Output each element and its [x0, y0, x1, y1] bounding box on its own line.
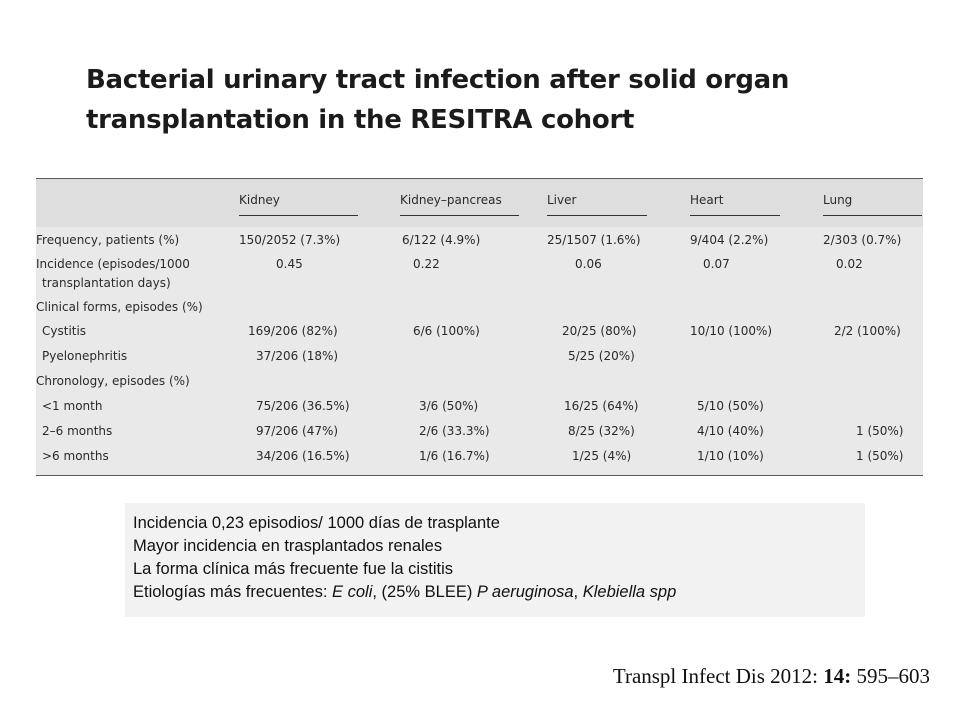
col-head-heart: Heart [690, 193, 780, 216]
table-cell: 5/25 (20%) [568, 349, 635, 363]
table-cell: 37/206 (18%) [256, 349, 339, 363]
etiology-prefix: Etiologías más frecuentes: [133, 583, 333, 601]
table-cell: 169/206 (82%) [248, 324, 338, 338]
section-label: Chronology, episodes (%) [36, 374, 190, 388]
table-row: Clinical forms, episodes (%) [36, 300, 923, 326]
table-row: Frequency, patients (%) 150/2052 (7.3%) … [36, 233, 923, 259]
row-label: Incidence (episodes/1000 [36, 257, 190, 271]
table-cell: 75/206 (36.5%) [256, 399, 350, 413]
table-row: >6 months 34/206 (16.5%) 1/6 (16.7%) 1/2… [36, 449, 923, 475]
table-cell: 0.07 [703, 257, 730, 271]
table-cell: 2/303 (0.7%) [823, 233, 902, 247]
slide-title: Bacterial urinary tract infection after … [86, 60, 886, 140]
table-cell: 97/206 (47%) [256, 424, 339, 438]
row-label: 2–6 months [42, 424, 113, 438]
col-head-kidney-pancreas: Kidney–pancreas [400, 193, 519, 216]
table-row: 2–6 months 97/206 (47%) 2/6 (33.3%) 8/25… [36, 424, 923, 450]
table-cell: 1 (50%) [856, 449, 904, 463]
table-row: Pyelonephritis 37/206 (18%) 5/25 (20%) [36, 349, 923, 375]
title-line-2: transplantation in the RESITRA cohort [86, 105, 635, 135]
row-label: >6 months [42, 449, 109, 463]
table-row: <1 month 75/206 (36.5%) 3/6 (50%) 16/25 … [36, 399, 923, 425]
table-cell: 0.02 [836, 257, 863, 271]
results-table: Kidney Kidney–pancreas Liver Heart Lung … [36, 178, 923, 476]
table-cell: 2/6 (33.3%) [419, 424, 490, 438]
table-row: Incidence (episodes/1000 transplantation… [36, 257, 923, 297]
section-label: Clinical forms, episodes (%) [36, 300, 203, 314]
table-cell: 3/6 (50%) [419, 399, 479, 413]
col-head-liver: Liver [547, 193, 647, 216]
summary-line-etiology: Etiologías más frecuentes: E coli, (25% … [133, 581, 676, 604]
table-cell: 1/25 (4%) [572, 449, 632, 463]
table-row: Chronology, episodes (%) [36, 374, 923, 400]
etiology-sep: , [573, 583, 583, 601]
table-cell: 150/2052 (7.3%) [239, 233, 341, 247]
table-header: Kidney Kidney–pancreas Liver Heart Lung [36, 179, 923, 227]
table-cell: 0.45 [276, 257, 303, 271]
table-cell: 34/206 (16.5%) [256, 449, 350, 463]
citation-journal: Transpl Infect Dis 2012: [612, 664, 824, 688]
table-cell: 0.06 [575, 257, 602, 271]
table-cell: 9/404 (2.2%) [690, 233, 769, 247]
table-cell: 6/122 (4.9%) [402, 233, 481, 247]
citation-pages: 595–603 [851, 664, 931, 688]
col-head-kidney: Kidney [239, 193, 358, 216]
summary-line-cystitis: La forma clínica más frecuente fue la ci… [133, 560, 454, 578]
table-cell: 25/1507 (1.6%) [547, 233, 641, 247]
table-cell: 0.22 [413, 257, 440, 271]
table-cell: 20/25 (80%) [562, 324, 637, 338]
col-head-lung: Lung [823, 193, 922, 216]
organism-ecoli: E coli [332, 583, 373, 601]
summary-line-renal: Mayor incidencia en trasplantados renale… [133, 537, 443, 555]
title-line-1: Bacterial urinary tract infection after … [86, 65, 790, 95]
table-cell: 2/2 (100%) [834, 324, 901, 338]
table-cell: 1 (50%) [856, 424, 904, 438]
row-label: <1 month [42, 399, 103, 413]
organism-paeruginosa: P aeruginosa [476, 583, 574, 601]
table-cell: 4/10 (40%) [697, 424, 764, 438]
table-cell: 6/6 (100%) [413, 324, 480, 338]
row-label: Cystitis [42, 324, 87, 338]
row-label: Frequency, patients (%) [36, 233, 180, 247]
summary-box: Incidencia 0,23 episodios/ 1000 días de … [125, 503, 865, 617]
citation: Transpl Infect Dis 2012: 14: 595–603 [613, 664, 930, 689]
row-label: Pyelonephritis [42, 349, 128, 363]
citation-volume: 14: [823, 664, 852, 688]
organism-klebsiella: Klebiella spp [582, 583, 677, 601]
summary-line-incidence: Incidencia 0,23 episodios/ 1000 días de … [133, 514, 500, 532]
table-cell: 10/10 (100%) [690, 324, 773, 338]
etiology-mid: , (25% BLEE) [372, 583, 477, 601]
table-row: Cystitis 169/206 (82%) 6/6 (100%) 20/25 … [36, 324, 923, 350]
table-cell: 1/10 (10%) [697, 449, 764, 463]
table-cell: 16/25 (64%) [564, 399, 639, 413]
table-cell: 5/10 (50%) [697, 399, 764, 413]
table-cell: 8/25 (32%) [568, 424, 635, 438]
table-cell: 1/6 (16.7%) [419, 449, 490, 463]
row-label-continued: transplantation days) [42, 276, 171, 290]
